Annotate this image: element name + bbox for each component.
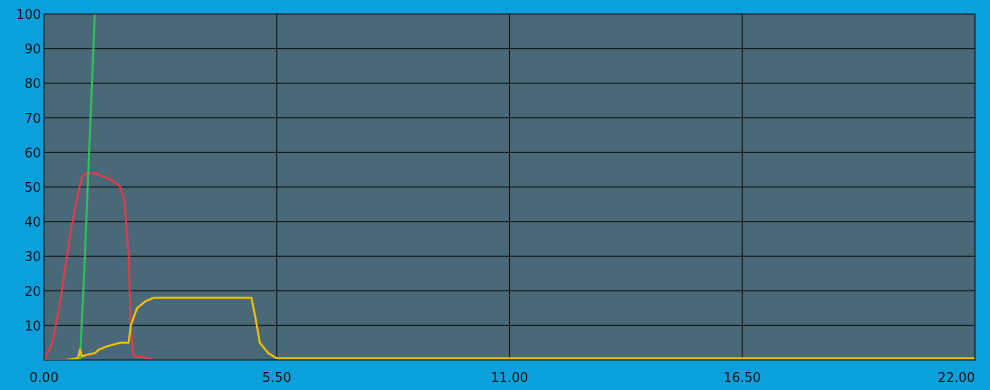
x-tick-label: 5.50 bbox=[262, 371, 291, 386]
x-tick-label: 22.00 bbox=[938, 371, 975, 386]
y-tick-label: 60 bbox=[24, 146, 41, 161]
y-tick-label: 30 bbox=[24, 250, 41, 265]
series-layer bbox=[44, 14, 975, 360]
series-line-3 bbox=[44, 296, 975, 360]
series-line-1 bbox=[44, 172, 252, 360]
y-axis-ticks: 10 20 30 40 50 60 70 80 90 100 bbox=[16, 8, 41, 334]
x-tick-label: 11.00 bbox=[491, 371, 528, 386]
y-tick-label: 100 bbox=[16, 8, 41, 23]
y-tick-label: 70 bbox=[24, 112, 41, 127]
y-tick-label: 90 bbox=[24, 43, 41, 58]
y-tick-label: 10 bbox=[24, 319, 41, 334]
y-tick-label: 80 bbox=[24, 77, 41, 92]
series-line-2 bbox=[79, 14, 96, 360]
y-tick-label: 20 bbox=[24, 285, 41, 300]
x-tick-label: 16.50 bbox=[724, 371, 761, 386]
plot-frame bbox=[43, 13, 976, 361]
y-tick-label: 40 bbox=[24, 216, 41, 231]
y-tick-label: 50 bbox=[24, 181, 41, 196]
x-axis-ticks: 0.00 5.50 11.00 16.50 22.00 bbox=[30, 371, 975, 386]
x-tick-label: 0.00 bbox=[30, 371, 59, 386]
